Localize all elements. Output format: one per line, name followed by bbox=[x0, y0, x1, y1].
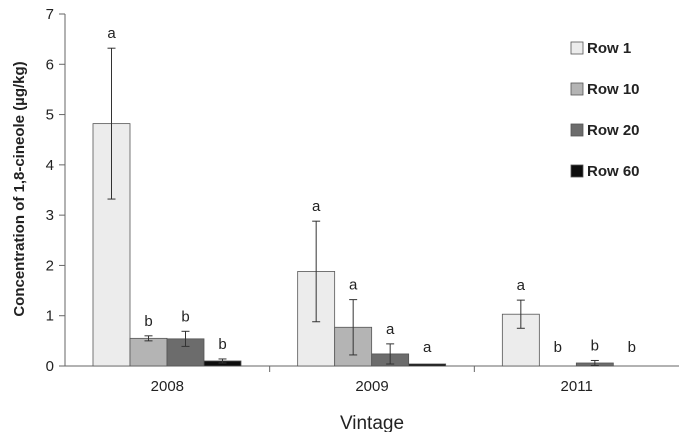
y-axis-title: Concentration of 1,8-cineole (µg/kg) bbox=[11, 61, 28, 316]
significance-label: a bbox=[312, 198, 321, 215]
significance-label: a bbox=[423, 339, 432, 356]
significance-label: a bbox=[107, 25, 116, 42]
significance-label: b bbox=[144, 313, 152, 330]
y-tick-label: 7 bbox=[46, 6, 54, 23]
legend-swatch bbox=[570, 41, 584, 55]
x-tick-label: 2011 bbox=[561, 378, 593, 395]
x-tick-label: 2008 bbox=[151, 378, 184, 395]
legend-label: Row 60 bbox=[587, 163, 640, 180]
bar bbox=[129, 337, 168, 367]
legend-swatch bbox=[570, 164, 584, 178]
significance-label: b bbox=[628, 339, 636, 356]
significance-label: a bbox=[386, 321, 395, 338]
legend-swatch bbox=[570, 82, 584, 96]
bar bbox=[408, 363, 447, 367]
significance-label: a bbox=[517, 277, 526, 294]
x-tick-label: 2009 bbox=[355, 378, 388, 395]
significance-label: b bbox=[591, 337, 599, 354]
legend-swatch bbox=[570, 123, 584, 137]
y-tick-label: 5 bbox=[46, 107, 54, 124]
legend: Row 1 Row 10 Row 20 Row 60 bbox=[570, 40, 640, 180]
significance-label: b bbox=[554, 339, 562, 356]
legend-label: Row 20 bbox=[587, 122, 640, 139]
significance-label: b bbox=[181, 308, 189, 325]
y-tick-label: 1 bbox=[46, 308, 54, 325]
y-tick-label: 6 bbox=[46, 56, 54, 73]
significance-label: a bbox=[349, 277, 358, 294]
y-tick-label: 0 bbox=[46, 358, 54, 375]
y-tick-label: 3 bbox=[46, 207, 54, 224]
plot-area: 0 1 2 3 4 5 6 7 2008 2009 2011 a a a b a b b a b b a b bbox=[46, 6, 679, 395]
y-tick-label: 4 bbox=[46, 157, 54, 174]
x-axis-title: Vintage bbox=[340, 413, 404, 432]
y-tick-label: 2 bbox=[46, 257, 54, 274]
legend-label: Row 1 bbox=[587, 40, 631, 57]
significance-label: b bbox=[218, 336, 226, 353]
legend-label: Row 10 bbox=[587, 81, 640, 98]
